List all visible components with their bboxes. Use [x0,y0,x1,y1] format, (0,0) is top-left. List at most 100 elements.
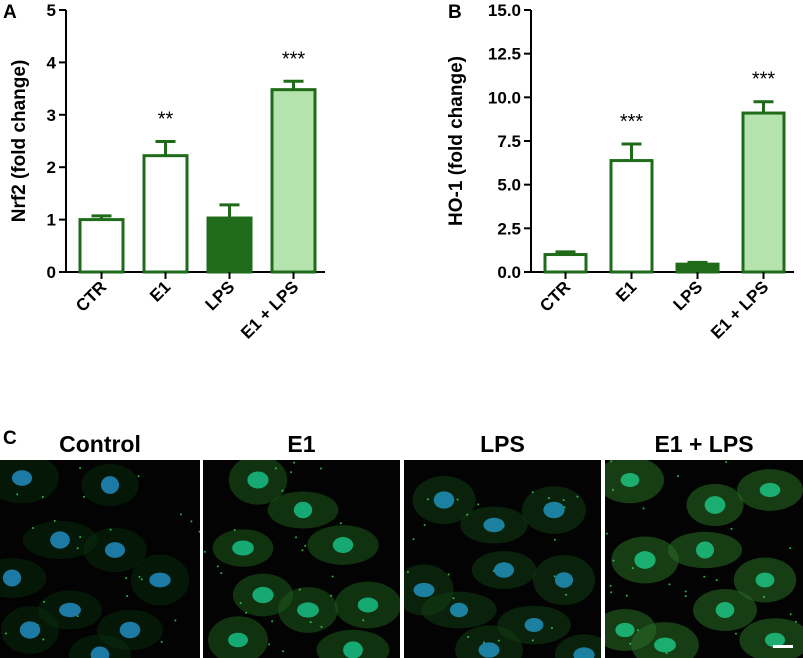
green-dot [703,575,706,578]
green-dot [79,536,82,539]
ho1-ytick-label: 2.5 [497,219,521,238]
green-dot [339,522,342,525]
green-dot [636,629,639,632]
nucleus [483,517,505,533]
green-dot [612,488,615,491]
nucleus [620,472,640,488]
nucleus [247,471,269,489]
ho1-bar-0 [543,253,588,274]
green-dot [426,498,429,501]
nrf2-significance-label: ** [158,109,174,131]
nucleus [149,572,171,588]
nucleus [90,646,110,658]
green-dot [629,642,632,645]
green-dot [282,650,285,653]
micro-canvas-3 [605,460,803,658]
green-dot [553,538,556,541]
ho1-bar-1 [609,159,654,274]
nucleus [493,562,515,578]
nucleus [433,491,455,509]
micro-image-lps [404,460,601,658]
green-dot [304,544,307,547]
nrf2-bar-3 [270,88,317,274]
green-dot [41,495,44,498]
green-dot [126,595,129,598]
green-dot [789,547,792,550]
nrf2-xtick-label: E1 [146,277,174,305]
nucleus [634,551,656,569]
green-dot [631,567,634,570]
nrf2-ytick-label: 4 [47,53,57,72]
green-dot [331,575,334,578]
green-dot [447,573,450,576]
nucleus [759,482,781,498]
green-dot [482,641,485,644]
nucleus [119,621,141,639]
green-dot [406,571,409,574]
ho1-xtick-label: E1 [612,277,640,305]
green-dot [330,594,333,597]
green-dot [467,636,470,639]
green-dot [456,498,459,501]
ho1-ytick-label: 15.0 [488,1,521,20]
nucleus [764,632,786,648]
nrf2-bar-1 [142,154,189,274]
panel-c-letter: C [3,428,17,449]
green-dot [216,565,219,568]
nrf2-ytick-label: 3 [47,106,56,125]
nrf2-ytick-label: 5 [47,1,56,20]
micro-title-e1: E1 [287,431,316,457]
nucleus [228,632,248,648]
nucleus [332,537,354,553]
green-dot [76,547,79,550]
ho1-significance-label: *** [620,111,644,133]
green-dot [676,475,679,478]
ho1-xtick-label: CTR [536,277,574,315]
green-dot [301,549,304,552]
green-dot [174,619,177,622]
green-dot [274,467,277,470]
green-dot [125,577,128,580]
green-dot [665,652,668,655]
nucleus [297,602,319,618]
green-dot [79,466,82,469]
ho1-ylabel: HO-1 (fold change) [446,56,467,226]
green-dot [109,528,112,531]
ho1-significance-label: *** [752,69,776,91]
green-dot [271,620,274,623]
green-dot [610,591,613,594]
green-dot [565,593,568,596]
nucleus [755,572,775,588]
green-dot [762,595,765,598]
green-dot [605,532,608,535]
nrf2-xtick-label: LPS [202,277,239,314]
green-dot [137,475,140,478]
green-dot [268,643,271,646]
green-dot [320,625,323,628]
green-dot [609,584,612,587]
green-dot [730,527,733,530]
nucleus [715,602,735,618]
green-dot [140,578,143,581]
green-dot [625,594,628,597]
green-dot [412,538,415,541]
nucleus [654,637,676,653]
green-dot [309,621,312,624]
nucleus [615,622,635,638]
ho1-bar-3 [741,111,786,274]
cell-body [0,558,47,598]
nrf2-ytick-label: 0 [47,263,56,282]
green-dot [233,528,236,531]
green-dot [43,600,46,603]
nucleus [59,602,81,618]
green-dot [550,627,553,630]
nucleus [19,621,41,639]
micro-title-e1-lps: E1 + LPS [654,431,754,457]
green-dot [531,639,534,642]
nucleus [413,582,435,598]
micro-canvas-1 [203,460,400,658]
micro-canvas-0 [0,460,200,658]
green-dot [298,588,301,591]
green-dot [668,583,671,586]
